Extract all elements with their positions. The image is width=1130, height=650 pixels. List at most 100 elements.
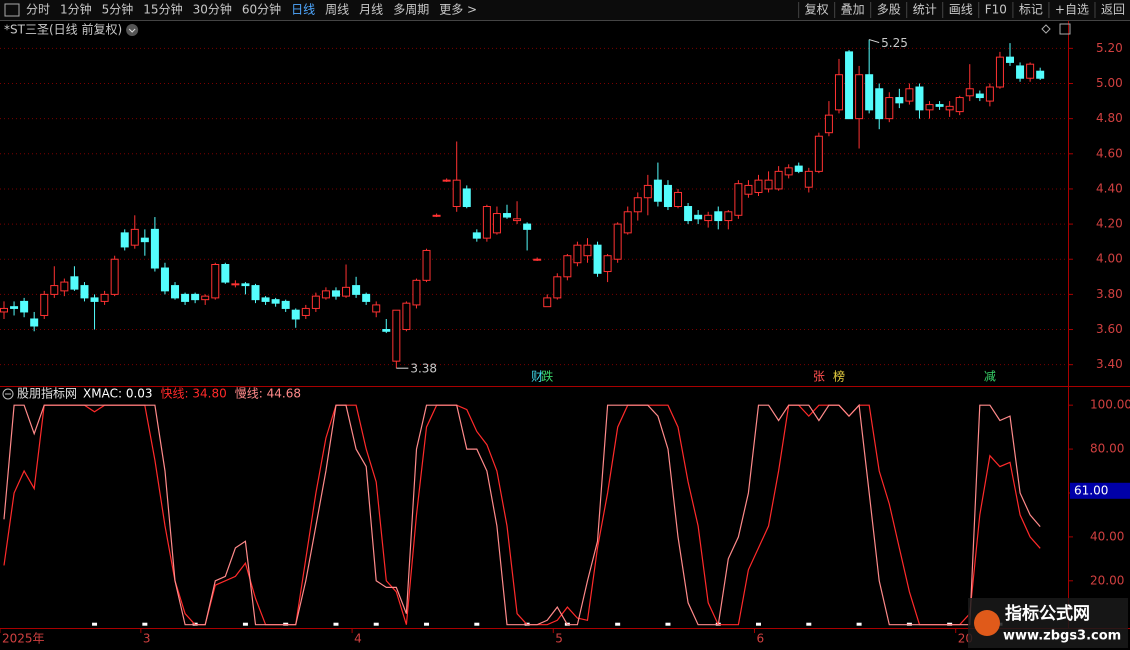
date-label: 2025年 [2, 632, 45, 646]
event-marker[interactable]: 榜 [833, 369, 845, 384]
candle-body [834, 74, 843, 111]
candle-body [865, 74, 874, 111]
candle-body [412, 279, 421, 306]
toolbar-tab[interactable]: 15分钟 [143, 2, 182, 17]
candle-body [694, 214, 703, 220]
event-marker[interactable]: 减 [984, 370, 996, 384]
candle-body [352, 285, 361, 295]
toolbar-tab[interactable]: 更多 > [439, 3, 477, 17]
candle-body [221, 264, 230, 283]
candle-body [30, 318, 39, 327]
candle-body [563, 255, 572, 278]
cursor-value-box [1070, 482, 1130, 499]
toolbar-button[interactable]: 叠加 [841, 3, 865, 17]
xmac-mark [242, 622, 248, 626]
candle-body [553, 276, 562, 299]
diamond-icon[interactable] [1041, 24, 1051, 34]
max-label: 5.25 [881, 36, 908, 50]
toolbar-tab[interactable]: 周线 [325, 3, 349, 17]
candle-body [372, 304, 381, 313]
y-tick-label: 80.00 [1090, 442, 1124, 456]
candle-body [955, 97, 964, 113]
event-marker[interactable]: 财 [531, 370, 543, 384]
candle-body [150, 228, 159, 269]
toolbar-tab[interactable]: 日线 [291, 3, 315, 17]
watermark-title: 指标公式网 [1005, 603, 1090, 624]
toolbar-tab[interactable]: 5分钟 [102, 2, 134, 17]
xmac-mark [333, 622, 339, 626]
toolbar-tab[interactable]: 1分钟 [60, 2, 92, 17]
candle-body [513, 218, 522, 222]
candle-body [90, 297, 99, 302]
candle-body [704, 214, 713, 222]
candle-body [241, 283, 250, 287]
candle-body [362, 293, 371, 302]
window-icon[interactable] [1059, 23, 1071, 35]
candle-body [211, 264, 220, 299]
toolbar-button[interactable]: +自选 [1055, 3, 1089, 17]
y-tick-label: 5.00 [1096, 76, 1123, 90]
candle-body [140, 237, 149, 243]
candle-body [482, 206, 491, 239]
toolbar-tab[interactable]: 分时 [26, 3, 50, 17]
candle-body [110, 258, 119, 295]
candle-body [331, 290, 340, 297]
candle-body [623, 211, 632, 234]
candle-body [472, 232, 481, 239]
candle-body [40, 293, 49, 316]
xmac-mark [424, 622, 430, 626]
candle-body [402, 302, 411, 331]
candle-body [442, 179, 451, 182]
toolbar-button[interactable]: 返回 [1101, 3, 1125, 17]
indicator-icon[interactable] [2, 388, 14, 400]
candle-body [160, 267, 169, 292]
toolbar-tab[interactable]: 多周期 [393, 3, 429, 17]
xmac-mark [474, 622, 480, 626]
candle-body [251, 285, 260, 301]
toolbar-button[interactable]: 多股 [877, 3, 901, 17]
candle-body [462, 188, 471, 208]
xmac-mark [806, 622, 812, 626]
candle-body [593, 244, 602, 274]
candle-body [684, 206, 693, 222]
toolbar-tab[interactable]: 60分钟 [242, 2, 281, 17]
candle-body [794, 165, 803, 172]
y-tick-label: 4.80 [1096, 111, 1123, 125]
candle-body [70, 276, 79, 290]
candle-body [804, 170, 813, 188]
candle-body [915, 86, 924, 111]
event-marker[interactable]: 跌 [541, 369, 553, 384]
candle-body [543, 297, 552, 308]
cursor-value-label: 61.00 [1074, 483, 1108, 497]
candle-body [875, 88, 884, 120]
toolbar-tab[interactable]: 月线 [359, 3, 383, 17]
candle-body [925, 104, 934, 111]
toolbar-button[interactable]: 复权 [805, 3, 829, 17]
date-label: 4 [354, 632, 362, 646]
toolbar-button[interactable]: F10 [985, 3, 1007, 17]
toolbar-tab[interactable]: 30分钟 [193, 2, 232, 17]
event-marker[interactable]: 张 [813, 370, 825, 384]
candle-body [583, 244, 592, 257]
y-tick-label: 5.20 [1096, 41, 1123, 55]
candle-body [60, 281, 69, 292]
candle-body [643, 184, 652, 199]
toolbar-icon[interactable] [4, 3, 20, 17]
date-label: 5 [555, 632, 563, 646]
candle-body [814, 135, 823, 172]
candle-body [80, 285, 89, 299]
candle-body [1016, 65, 1025, 79]
min-label: 3.38 [410, 362, 437, 376]
toolbar-button[interactable]: 统计 [913, 3, 937, 17]
candle-body [422, 249, 431, 281]
xmac-mark [92, 622, 98, 626]
candle-body [261, 297, 270, 302]
title-menu-icon[interactable] [126, 24, 139, 36]
candle-body [633, 197, 642, 213]
xmac-mark [756, 622, 761, 626]
y-tick-label: 4.60 [1096, 146, 1123, 160]
candle-body [523, 223, 532, 230]
toolbar-button[interactable]: 标记 [1019, 3, 1043, 17]
toolbar-button[interactable]: 画线 [949, 3, 973, 17]
